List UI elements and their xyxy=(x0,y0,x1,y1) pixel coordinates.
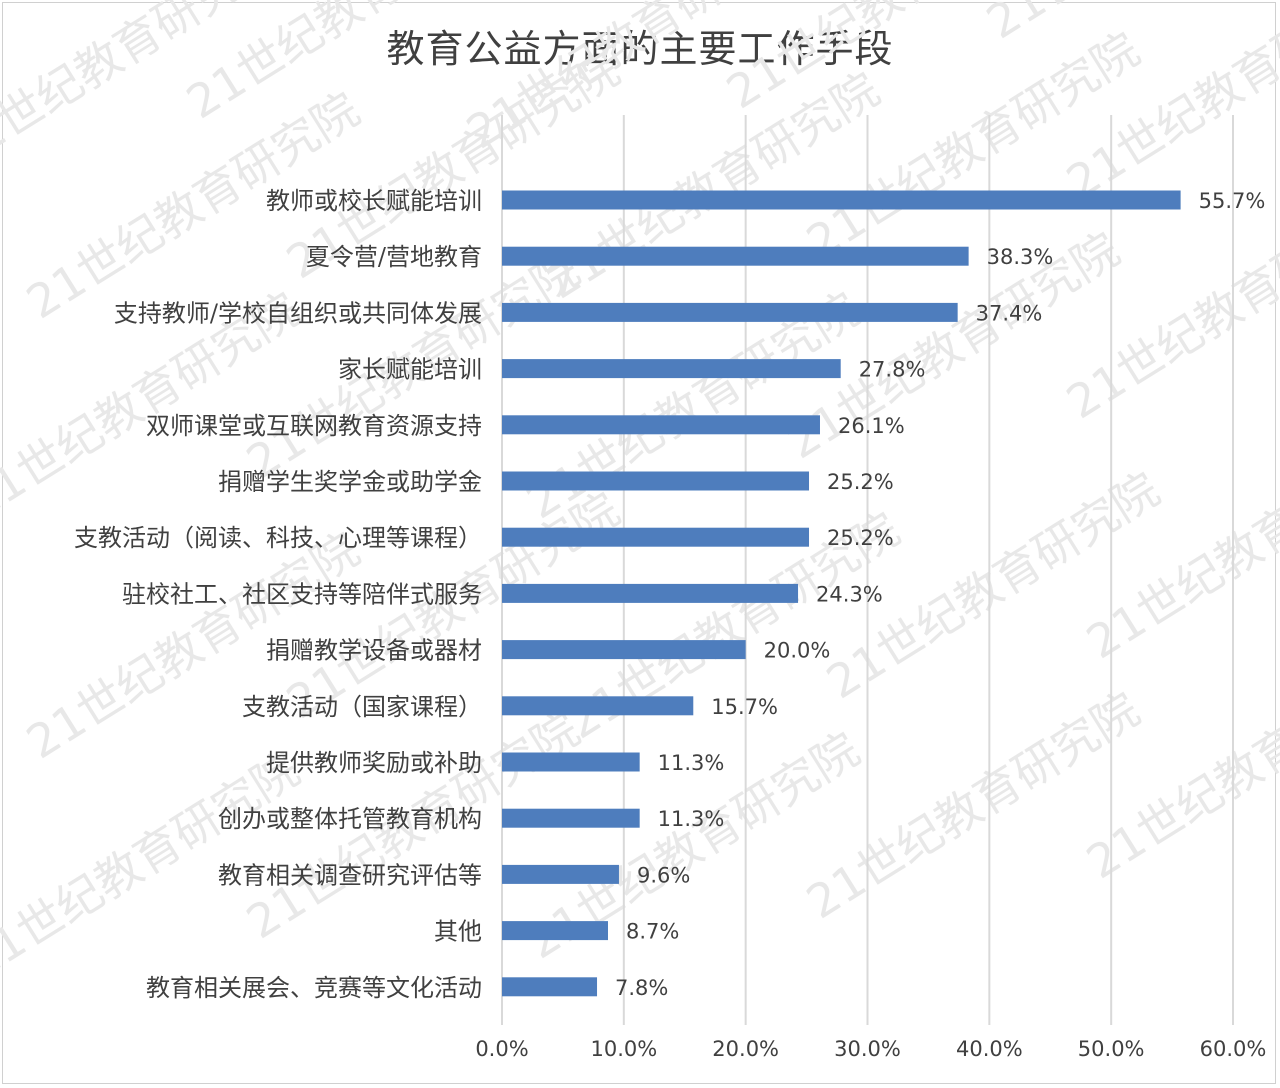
watermark-text: 21世纪教育研究院 xyxy=(1057,0,1280,209)
category-label: 支教活动（国家课程） xyxy=(242,693,482,721)
value-label: 38.3% xyxy=(987,245,1054,269)
value-label: 11.3% xyxy=(658,807,725,831)
category-label: 支持教师/学校自组织或共同体发展 xyxy=(114,299,482,327)
value-label: 25.2% xyxy=(827,526,894,550)
x-tick-label: 10.0% xyxy=(590,1037,657,1061)
bars xyxy=(502,190,1181,997)
category-label: 夏令营/营地教育 xyxy=(306,243,482,271)
bar xyxy=(502,696,694,716)
category-label: 教育相关展会、竞赛等文化活动 xyxy=(146,974,482,1002)
watermark-layer: 21世纪教育研究院21世纪教育研究院21世纪教育研究院21世纪教育研究院21世纪… xyxy=(0,0,1280,989)
value-label: 8.7% xyxy=(626,920,679,944)
category-label: 捐赠学生奖学金或助学金 xyxy=(218,468,482,496)
value-label: 7.8% xyxy=(615,976,668,1000)
category-label: 提供教师奖励或补助 xyxy=(266,749,482,777)
value-label: 15.7% xyxy=(711,695,778,719)
value-label: 24.3% xyxy=(816,582,883,606)
category-label: 其他 xyxy=(434,918,482,946)
bar xyxy=(502,527,810,547)
category-label: 创办或整体托管教育机构 xyxy=(218,805,482,833)
bar xyxy=(502,808,640,828)
value-label: 27.8% xyxy=(859,358,926,382)
value-label: 25.2% xyxy=(827,470,894,494)
bar xyxy=(502,921,608,941)
bar xyxy=(502,977,598,997)
category-label: 支教活动（阅读、科技、心理等课程） xyxy=(74,524,482,552)
value-label: 26.1% xyxy=(838,414,905,438)
category-label: 家长赋能培训 xyxy=(338,356,482,384)
category-label: 教师或校长赋能培训 xyxy=(266,187,482,215)
x-axis-ticks: 0.0% 10.0% 20.0% 30.0% 40.0% 50.0% 60.0% xyxy=(475,1037,1266,1061)
bar xyxy=(502,752,640,772)
x-tick-label: 40.0% xyxy=(956,1037,1023,1061)
category-label: 教育相关调查研究评估等 xyxy=(218,861,482,889)
bar xyxy=(502,302,958,322)
watermark-text: 21世纪教育研究院 xyxy=(1057,182,1280,429)
watermark-text: 21世纪教育研究院 xyxy=(1077,642,1280,889)
bar xyxy=(502,415,820,435)
category-labels: 教师或校长赋能培训夏令营/营地教育支持教师/学校自组织或共同体发展家长赋能培训双… xyxy=(74,187,482,1002)
bar xyxy=(502,640,746,660)
x-tick-label: 30.0% xyxy=(834,1037,901,1061)
value-label: 11.3% xyxy=(658,751,725,775)
category-label: 驻校社工、社区支持等陪伴式服务 xyxy=(122,580,482,608)
value-label: 9.6% xyxy=(637,863,690,887)
value-labels: 55.7% 38.3% 37.4% 27.8% 26.1% 25.2% 25.2% 24.3%… xyxy=(615,189,1265,1000)
value-label: 37.4% xyxy=(976,301,1043,325)
value-label: 55.7% xyxy=(1199,189,1266,213)
x-tick-label: 0.0% xyxy=(475,1037,528,1061)
bar xyxy=(502,583,799,603)
bar xyxy=(502,359,841,379)
x-tick-label: 50.0% xyxy=(1078,1037,1145,1061)
value-label: 20.0% xyxy=(764,639,831,663)
x-tick-label: 20.0% xyxy=(712,1037,779,1061)
bar xyxy=(502,190,1181,210)
chart-title: 教育公益方面的主要工作手段 xyxy=(386,27,894,71)
bar xyxy=(502,471,810,491)
watermark-text: 21世纪教育研究院 xyxy=(797,682,1148,929)
bar xyxy=(502,864,619,884)
category-label: 捐赠教学设备或器材 xyxy=(266,637,482,665)
category-label: 双师课堂或互联网教育资源支持 xyxy=(146,412,482,440)
bar xyxy=(502,246,969,266)
x-tick-label: 60.0% xyxy=(1200,1037,1267,1061)
